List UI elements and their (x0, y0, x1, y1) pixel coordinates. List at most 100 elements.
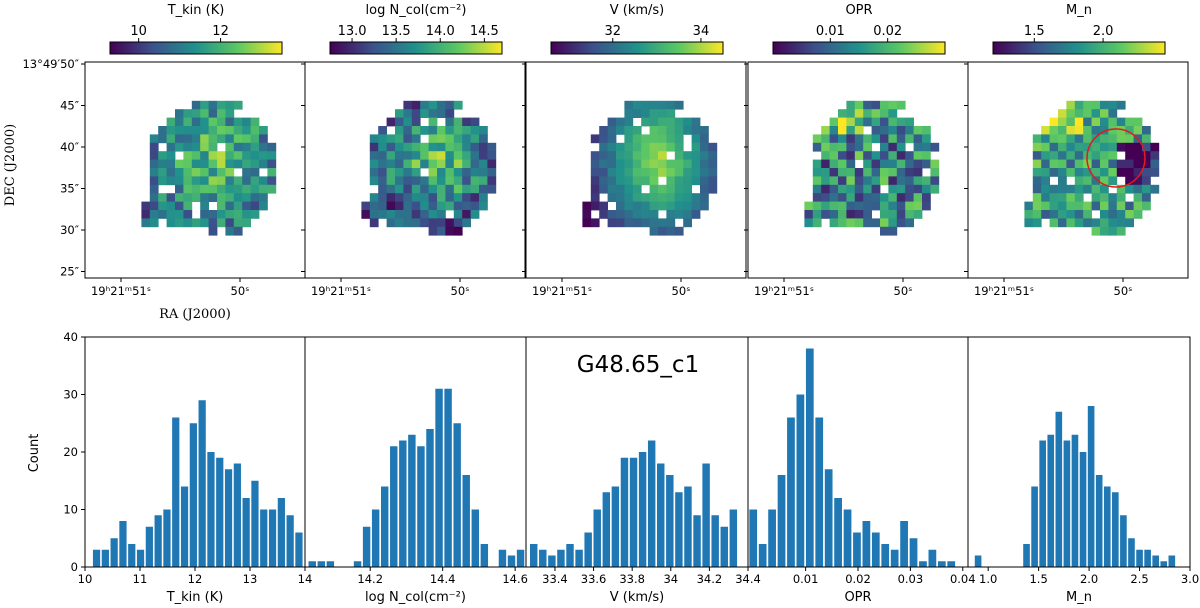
histogram-bar (720, 526, 728, 567)
map-pixel (445, 201, 455, 211)
histogram-bar (295, 532, 303, 567)
histogram-bar (824, 469, 833, 567)
map-pixel (607, 151, 617, 160)
map-pixel (632, 126, 642, 135)
histogram-bar (516, 549, 525, 567)
map-pixel (386, 218, 396, 228)
map-pixel (616, 126, 625, 135)
map-pixel (590, 151, 600, 160)
map-pixel (225, 109, 235, 118)
colorbar-gradient (772, 41, 946, 55)
map-pixel (166, 176, 176, 186)
map-pixel (437, 126, 446, 135)
map-pixel (403, 109, 413, 118)
map-pixel (200, 193, 209, 202)
x-tick-label: 10 (78, 572, 93, 586)
ra-tick-label: 50ˢ (1114, 284, 1133, 298)
histogram-bar (575, 549, 583, 567)
map-pixel (838, 210, 847, 219)
map-pixel (378, 151, 387, 160)
map-pixel (437, 159, 446, 169)
colorbar-2: log N_col(cm⁻²) 13.0 13.5 14.0 14.5 (329, 3, 503, 55)
map-pixel (437, 151, 446, 160)
map-pixel (487, 168, 497, 177)
map-pixel (1116, 201, 1126, 211)
map-pixel (1041, 142, 1050, 152)
map-pixel (1066, 218, 1076, 228)
histogram-bar (268, 509, 277, 567)
map-pixel (632, 151, 642, 160)
map-pixel (1032, 201, 1042, 211)
map-pixel (191, 218, 201, 228)
map-pixel (913, 159, 923, 169)
map-pixel (871, 176, 881, 186)
map-pixel (453, 201, 463, 211)
map-pixel (1108, 226, 1118, 236)
histogram-bar (251, 480, 259, 567)
histogram-bar (871, 532, 880, 567)
colorbar-tick-label: 2.0 (1093, 24, 1114, 39)
map-pixel (158, 126, 167, 135)
map-pixel (1058, 151, 1067, 160)
map-pixel (403, 117, 413, 127)
map-pixel (200, 100, 209, 110)
map-pixel (217, 126, 226, 135)
map-pixel (880, 126, 889, 135)
map-frame (967, 61, 1189, 279)
histogram-bar (308, 561, 316, 567)
map-pixel (166, 117, 176, 127)
map-pixel (871, 151, 881, 160)
map-pixel (683, 151, 692, 160)
map-pixel (208, 184, 218, 194)
map-pixel (233, 218, 243, 228)
map-pixel (259, 142, 268, 152)
map-pixel (913, 184, 923, 194)
map-panel-1: 19ʰ21ᵐ51ˢ 50ˢ 13°49′50″ 45″ 40″ 35″ 30″ 25″ (22, 57, 306, 298)
histogram-bar (1055, 411, 1063, 567)
map-pixel (582, 218, 592, 228)
histogram-bar (909, 538, 918, 567)
histogram-bar (1144, 549, 1151, 567)
map-pixel (225, 193, 235, 202)
map-pixel (599, 184, 608, 194)
map-pixel (1049, 151, 1059, 160)
map-pixel (1041, 184, 1050, 194)
map-pixel (470, 210, 480, 219)
map-pixel (445, 126, 455, 135)
map-pixel (846, 193, 856, 202)
ra-tick-label: 50ˢ (894, 284, 913, 298)
colorbar-tick-label: 32 (604, 24, 621, 39)
map-pixel (821, 210, 830, 219)
map-pixel (624, 193, 634, 202)
map-pixel (1066, 109, 1076, 118)
histogram-bar (768, 509, 776, 567)
map-pixel (632, 176, 642, 186)
histogram-bar (1063, 440, 1071, 567)
map-pixel (1074, 176, 1084, 186)
map-pixel (411, 126, 421, 135)
map-pixel (599, 126, 608, 135)
map-pixel (1100, 126, 1109, 135)
map-pixel (863, 168, 872, 177)
map-pixel (1108, 193, 1118, 202)
map-pixel (242, 193, 251, 202)
map-pixel (420, 201, 429, 211)
map-pixel (666, 193, 676, 202)
map-pixel (149, 218, 159, 228)
map-pixel (395, 184, 404, 194)
map-pixel (674, 168, 684, 177)
map-pixel (267, 184, 277, 194)
map-pixel (411, 184, 421, 194)
map-pixel (880, 100, 889, 110)
map-pixel (649, 210, 659, 219)
map-pixel (1058, 184, 1067, 194)
colorbar-gradient (550, 41, 724, 55)
map-pixel (453, 210, 463, 219)
x-tick-label: 0.03 (898, 572, 924, 586)
map-pixel (208, 109, 218, 118)
map-pixel (369, 193, 379, 202)
map-pixel (854, 151, 864, 160)
map-pixel (403, 210, 413, 219)
map-pixel (149, 168, 159, 177)
